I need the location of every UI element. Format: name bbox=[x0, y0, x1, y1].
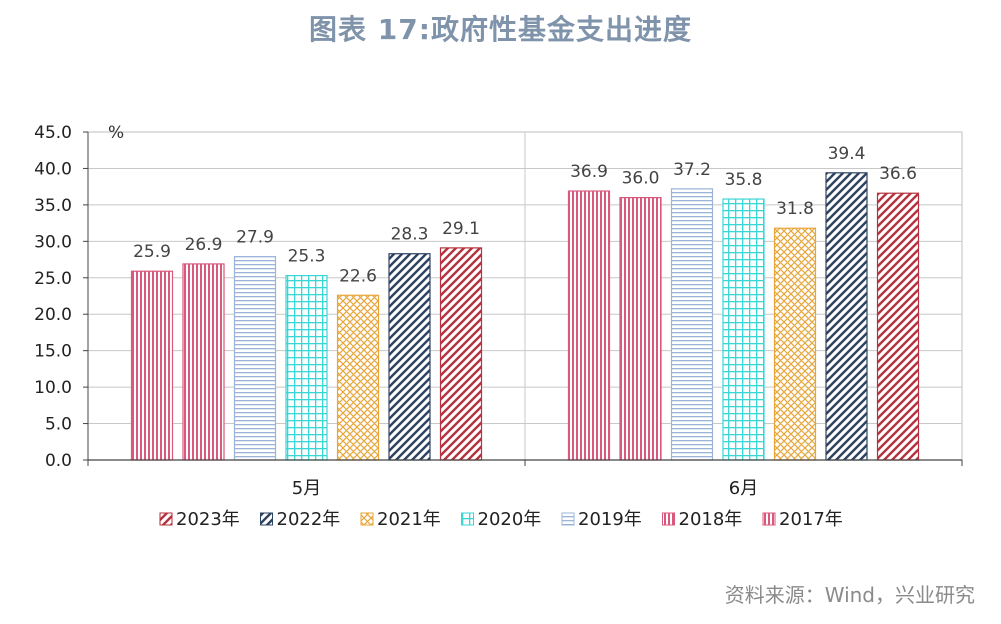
legend: 2023年 2022年 2021年 2020年 2019年 2018年 2017年 bbox=[159, 509, 843, 530]
data-label: 25.3 bbox=[288, 247, 326, 267]
data-label: 25.9 bbox=[133, 242, 171, 262]
data-label: 26.9 bbox=[185, 235, 223, 255]
chart-title: 图表 17:政府性基金支出进度 bbox=[309, 13, 692, 46]
legend-label: 2021年 bbox=[377, 509, 441, 530]
legend-swatch bbox=[159, 512, 173, 526]
bar bbox=[773, 227, 817, 461]
legend-label: 2019年 bbox=[578, 509, 642, 530]
data-label: 36.9 bbox=[570, 162, 608, 182]
data-label: 29.1 bbox=[442, 219, 480, 239]
data-label: 31.8 bbox=[776, 199, 814, 219]
bar bbox=[825, 172, 868, 461]
bar bbox=[285, 274, 328, 461]
bar bbox=[567, 190, 611, 461]
bar bbox=[670, 188, 714, 461]
x-tick-label: 5月 bbox=[292, 478, 321, 499]
data-label: 39.4 bbox=[828, 144, 866, 164]
legend-label: 2017年 bbox=[779, 509, 843, 530]
unit-label: % bbox=[108, 123, 124, 143]
data-label: 35.8 bbox=[725, 170, 763, 190]
y-tick-label: 20.0 bbox=[34, 305, 72, 325]
bar bbox=[233, 256, 277, 461]
y-tick-label: 45.0 bbox=[34, 123, 72, 143]
legend-label: 2022年 bbox=[277, 509, 341, 530]
legend-label: 2018年 bbox=[679, 509, 743, 530]
y-tick-label: 25.0 bbox=[34, 269, 72, 289]
axes: 0.0 5.0 10.0 15.0 20.0 25.0 30.0 35.0 40.0 45.0 % 5… bbox=[34, 123, 963, 499]
grid-lines bbox=[87, 131, 963, 461]
bar bbox=[439, 247, 483, 461]
y-tick-label: 15.0 bbox=[34, 342, 72, 362]
bar bbox=[130, 270, 174, 461]
bar bbox=[876, 192, 920, 461]
bar bbox=[722, 198, 765, 461]
data-label: 37.2 bbox=[673, 160, 711, 180]
y-tick-label: 35.0 bbox=[34, 196, 72, 216]
x-tick-label: 6月 bbox=[729, 478, 758, 499]
legend-swatch bbox=[461, 512, 474, 526]
legend-swatch bbox=[360, 512, 374, 526]
data-label: 27.9 bbox=[236, 228, 274, 248]
data-label: 36.6 bbox=[879, 164, 917, 184]
legend-swatch bbox=[662, 512, 675, 526]
source-note: 资料来源：Wind，兴业研究 bbox=[724, 583, 975, 607]
data-label: 28.3 bbox=[391, 225, 429, 245]
y-tick-label: 0.0 bbox=[45, 451, 72, 471]
legend-label: 2023年 bbox=[176, 509, 240, 530]
bar bbox=[619, 197, 662, 461]
bar bbox=[336, 294, 380, 461]
bars bbox=[130, 172, 920, 461]
bar bbox=[388, 253, 431, 461]
legend-swatch bbox=[762, 512, 776, 526]
y-tick-label: 30.0 bbox=[34, 232, 72, 252]
data-label: 36.0 bbox=[622, 169, 660, 189]
y-tick-label: 10.0 bbox=[34, 378, 72, 398]
data-labels: 25.9 26.9 27.9 25.3 22.6 28.3 29.1 36.9 36.0 37.2… bbox=[133, 144, 917, 286]
legend-swatch bbox=[561, 512, 575, 526]
y-tick-label: 5.0 bbox=[45, 415, 72, 435]
bar bbox=[182, 263, 225, 461]
legend-label: 2020年 bbox=[478, 509, 542, 530]
legend-swatch bbox=[260, 512, 273, 526]
y-tick-label: 40.0 bbox=[34, 159, 72, 179]
data-label: 22.6 bbox=[339, 266, 377, 286]
